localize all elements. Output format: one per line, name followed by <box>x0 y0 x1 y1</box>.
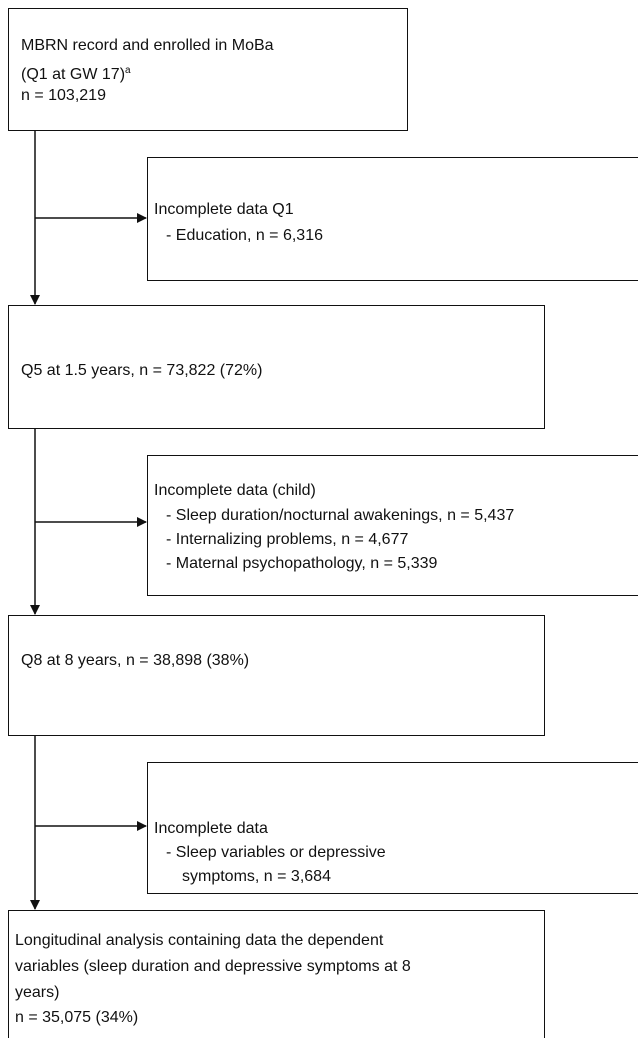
node-box: Incomplete data (child) - Sleep duration… <box>147 455 638 596</box>
node-text: (Q1 at GW 17) <box>21 66 126 83</box>
node-box: Q8 at 8 years, n = 38,898 (38%) <box>8 615 545 736</box>
node-text: Incomplete data Q1 <box>154 201 294 218</box>
node-text: years) <box>15 984 60 1001</box>
node-text: Q8 at 8 years, n = 38,898 (38%) <box>21 652 250 669</box>
node-text: - Sleep duration/nocturnal awakenings, n… <box>166 507 515 524</box>
node-box: Incomplete data Q1 - Education, n = 6,31… <box>147 157 638 281</box>
node-box: Longitudinal analysis containing data th… <box>8 910 545 1038</box>
footnote-mark: a <box>125 65 131 76</box>
node-text: - Maternal psychopathology, n = 5,339 <box>166 555 438 572</box>
node-text: - Education, n = 6,316 <box>166 227 323 244</box>
node-box: Q5 at 1.5 years, n = 73,822 (72%) <box>8 305 545 429</box>
node-text: n = 35,075 (34%) <box>15 1009 139 1026</box>
node-text: Incomplete data (child) <box>154 482 316 499</box>
node-text: - Internalizing problems, n = 4,677 <box>166 531 409 548</box>
node-text: Q5 at 1.5 years, n = 73,822 (72%) <box>21 362 263 379</box>
node-box: MBRN record and enrolled in MoBa (Q1 at … <box>8 8 408 131</box>
node-text: Incomplete data <box>154 820 268 837</box>
node-text: - Sleep variables or depressive <box>166 844 386 861</box>
node-text: MBRN record and enrolled in MoBa <box>21 37 274 54</box>
node-box: Incomplete data - Sleep variables or dep… <box>147 762 638 894</box>
node-text: (Q1 at GW 17)a <box>21 61 131 85</box>
node-text: symptoms, n = 3,684 <box>182 868 331 885</box>
node-text: n = 103,219 <box>21 87 106 104</box>
node-text: Longitudinal analysis containing data th… <box>15 932 384 949</box>
node-text: variables (sleep duration and depressive… <box>15 958 411 975</box>
